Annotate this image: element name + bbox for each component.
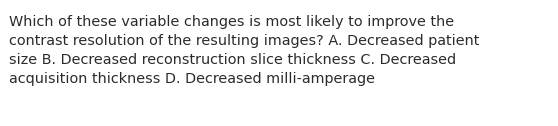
Text: Which of these variable changes is most likely to improve the
contrast resolutio: Which of these variable changes is most … [9,15,479,86]
